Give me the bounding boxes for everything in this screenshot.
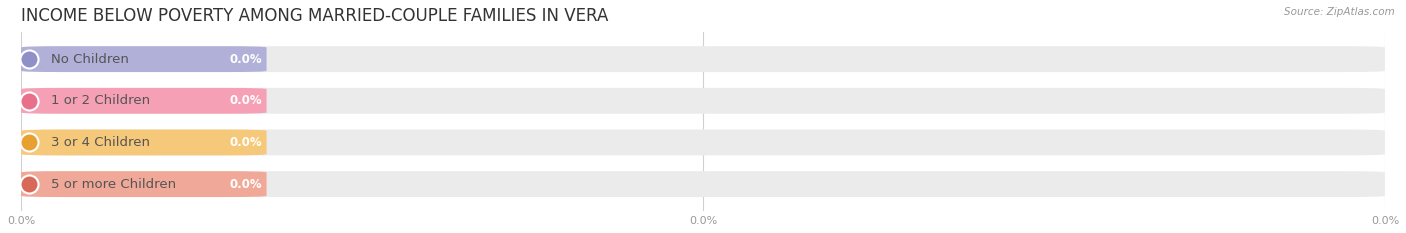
FancyBboxPatch shape xyxy=(21,130,1385,155)
FancyBboxPatch shape xyxy=(21,46,1385,72)
Text: 1 or 2 Children: 1 or 2 Children xyxy=(51,94,150,107)
Text: 5 or more Children: 5 or more Children xyxy=(51,178,176,191)
Text: Source: ZipAtlas.com: Source: ZipAtlas.com xyxy=(1284,7,1395,17)
FancyBboxPatch shape xyxy=(21,171,267,197)
Text: INCOME BELOW POVERTY AMONG MARRIED-COUPLE FAMILIES IN VERA: INCOME BELOW POVERTY AMONG MARRIED-COUPL… xyxy=(21,7,609,25)
FancyBboxPatch shape xyxy=(21,46,267,72)
FancyBboxPatch shape xyxy=(21,88,1385,114)
Text: 0.0%: 0.0% xyxy=(229,178,263,191)
Text: 0.0%: 0.0% xyxy=(229,136,263,149)
Text: 0.0%: 0.0% xyxy=(229,53,263,66)
Text: No Children: No Children xyxy=(51,53,129,66)
Text: 0.0%: 0.0% xyxy=(229,94,263,107)
Text: 3 or 4 Children: 3 or 4 Children xyxy=(51,136,150,149)
FancyBboxPatch shape xyxy=(21,171,1385,197)
FancyBboxPatch shape xyxy=(21,130,267,155)
FancyBboxPatch shape xyxy=(21,88,267,114)
